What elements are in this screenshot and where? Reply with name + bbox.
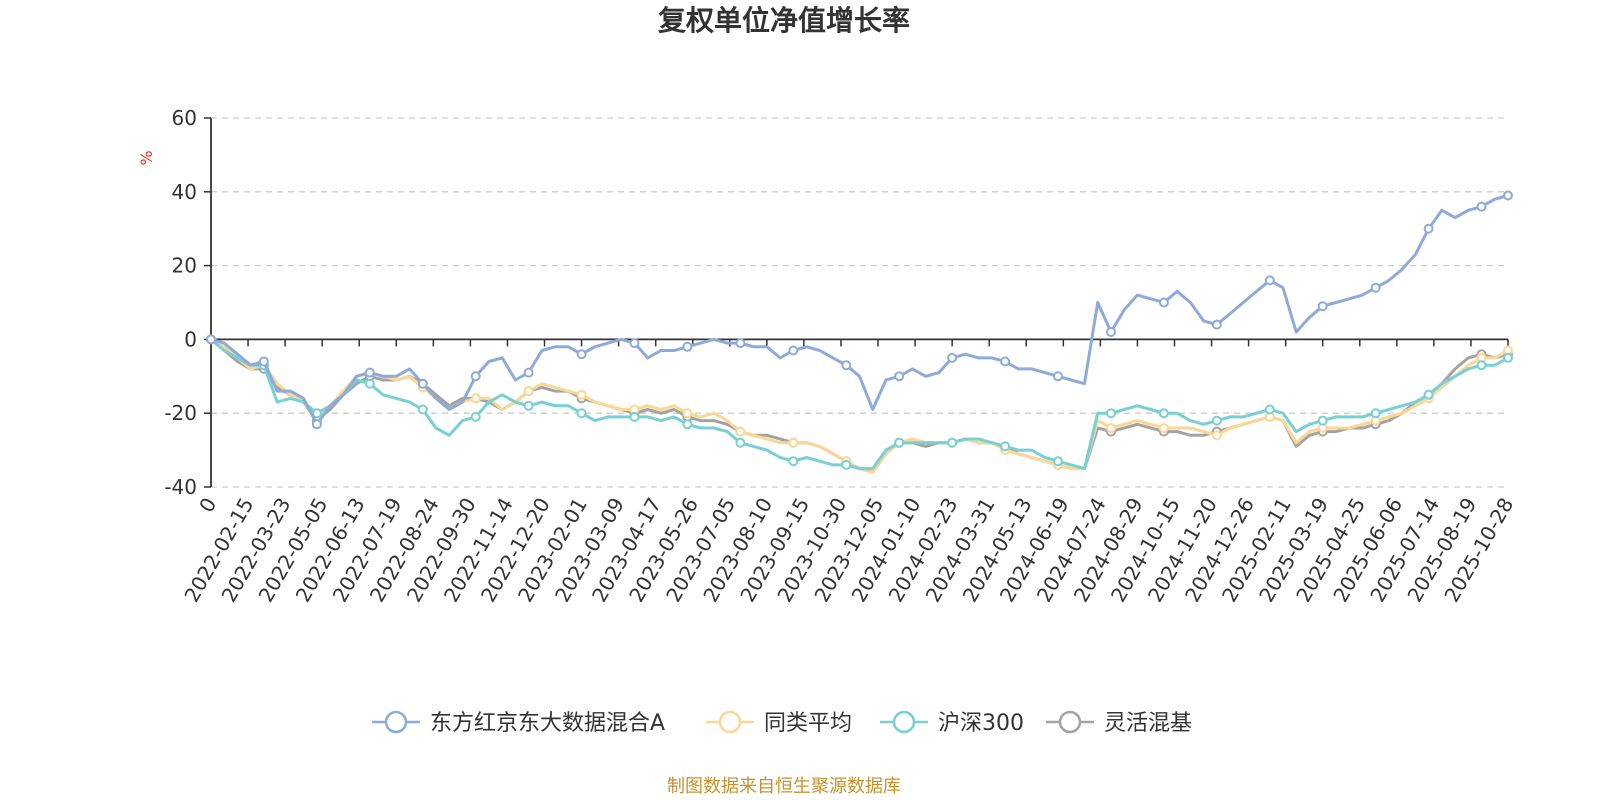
data-point [576,408,587,419]
axes [210,118,1508,487]
y-tick-label: -20 [164,401,197,425]
data-point [894,371,905,382]
data-point [1106,327,1116,337]
y-axis-unit: % [137,150,156,165]
data-point [788,437,799,448]
data-point [788,456,799,467]
data-point [1000,356,1011,367]
data-point [364,378,375,389]
data-point [1211,415,1222,426]
legend-marker-icon [892,710,916,734]
data-point [1264,404,1275,415]
y-axis: -40 -20 0 20 40 60 [164,106,211,499]
series-group [206,190,1513,474]
data-point [1476,360,1487,371]
series-line [210,194,1509,426]
data-point [523,367,534,378]
y-tick-label: -40 [164,475,197,499]
data-point [894,437,905,448]
legend-label: 灵活混基 [1104,711,1192,736]
data-point [1423,223,1434,234]
data-point [576,389,587,400]
y-tick-label: 60 [172,106,197,130]
legend-label: 东方红京东大数据混合A [430,711,665,736]
data-point [364,367,375,378]
series-0 [206,190,1513,430]
data-point [947,437,958,448]
legend-item[interactable]: 灵活混基 [1046,710,1192,736]
legend-item[interactable]: 同类平均 [706,710,852,736]
legend-label: 同类平均 [764,711,852,736]
series-3 [206,334,1513,474]
data-point [258,356,269,367]
data-point [735,426,746,437]
data-point [1106,408,1116,419]
data-point [1106,423,1116,433]
series-line [210,338,1509,474]
data-point [576,349,587,360]
data-point [206,334,216,345]
data-point [1370,408,1381,419]
data-point [1000,441,1011,452]
data-point [1317,301,1328,312]
data-point [470,393,481,404]
data-point [1211,430,1222,441]
series-line [210,338,1509,474]
legend-marker-icon [718,710,742,734]
data-point [682,419,693,430]
data-point [841,459,852,470]
series-2 [206,334,1513,471]
data-point [629,338,640,349]
data-point [417,404,428,415]
data-point [788,345,799,356]
data-point [682,341,693,352]
data-point [1158,297,1169,308]
legend-label: 沪深300 [938,711,1024,736]
legend-marker-icon [1058,710,1082,734]
data-point [682,408,693,419]
data-point [1158,423,1169,433]
data-point [470,411,481,422]
legend-marker-icon [384,710,408,734]
data-point [947,352,958,363]
y-tick-label: 0 [184,327,197,351]
data-point [1476,201,1487,212]
data-point [1264,275,1275,286]
data-point [841,360,852,371]
data-point [1317,415,1328,426]
x-tick-label: 0 [194,494,221,517]
data-point [1053,371,1063,382]
data-point [1211,319,1222,330]
data-point [1423,389,1434,400]
data-point [523,386,534,397]
data-point [1370,282,1381,293]
y-tick-label: 20 [172,254,197,278]
data-point [311,419,322,430]
series-line [210,338,1509,471]
gridlines [211,117,1508,488]
data-point [735,437,746,448]
legend-item[interactable]: 东方红京东大数据混合A [372,710,665,736]
chart-title: 复权单位净值增长率 [658,4,910,37]
data-point [1053,456,1063,467]
data-point [735,338,746,349]
series-1 [206,334,1513,474]
data-point [523,400,534,411]
data-point [629,411,640,422]
data-point [1503,352,1513,363]
data-point [1158,408,1169,419]
legend[interactable]: 东方红京东大数据混合A 同类平均 沪深300 灵活混基 [372,710,1192,736]
data-point [470,371,481,382]
data-point [1503,190,1513,201]
source-note: 制图数据来自恒生聚源数据库 [667,776,901,797]
data-point [417,378,428,389]
y-tick-label: 40 [172,180,197,204]
legend-item[interactable]: 沪深300 [880,710,1024,736]
data-point [311,408,322,419]
